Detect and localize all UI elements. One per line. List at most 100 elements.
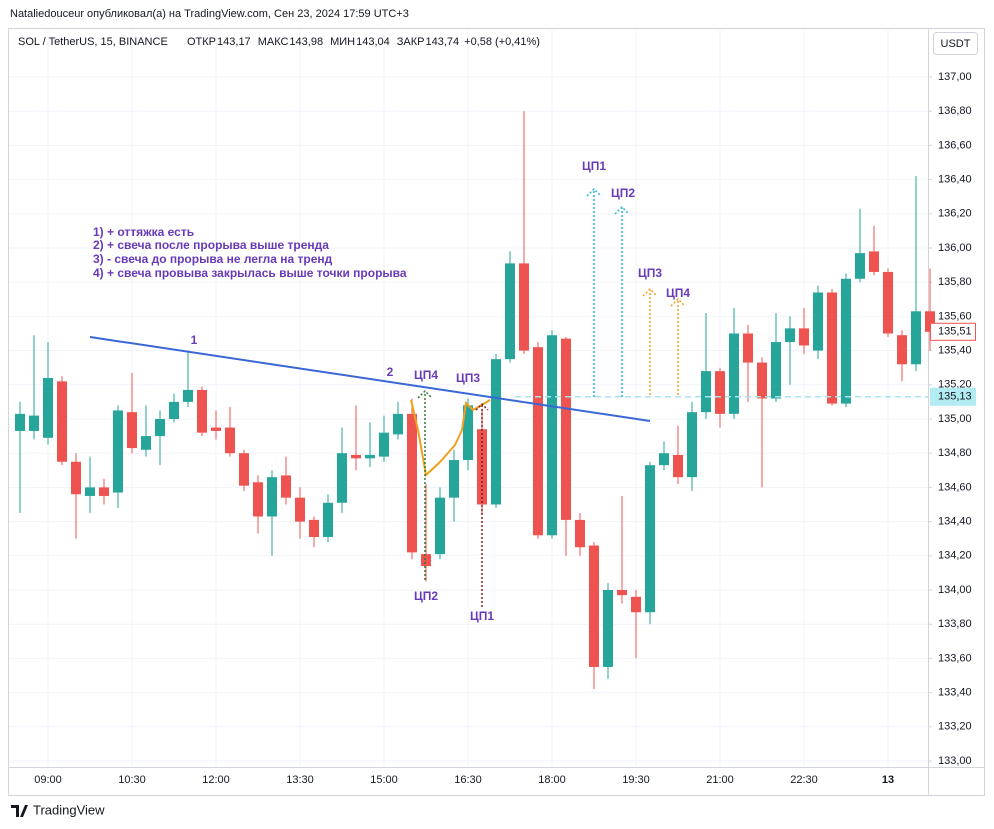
candle-body: [323, 502, 333, 537]
y-tick-label: 137,00: [938, 71, 972, 83]
y-tick-label: 134,60: [938, 481, 972, 493]
x-tick-label: 10:30: [118, 774, 146, 786]
ohlc-legend: ОТКР 143,17 МАКС 143,98 МИН 143,04 ЗАКР 143,74 +…: [187, 36, 540, 48]
candle-body: [337, 453, 347, 503]
y-tick-label: 133,00: [938, 755, 972, 767]
annotation: ЦП3: [638, 266, 662, 280]
candle-body: [743, 333, 753, 363]
x-tick-label: 21:00: [706, 774, 734, 786]
legend-label: МАКС: [258, 36, 289, 48]
candle-body: [393, 413, 403, 435]
candle-body: [169, 401, 179, 419]
note: 3) - свеча до прорыва не легла на тренд: [93, 252, 333, 266]
footer-logo: TradingView: [11, 802, 105, 817]
annotation: ЦП4: [666, 286, 690, 300]
pullback-curve: [410, 399, 491, 477]
candle-body: [365, 454, 375, 459]
candle-body: [43, 377, 53, 438]
x-tick-label: 22:30: [790, 774, 818, 786]
arrow: [586, 187, 602, 397]
legend-value: 143,98: [289, 36, 323, 48]
currency-button[interactable]: [933, 32, 978, 55]
candle-body: [127, 412, 137, 449]
y-tick-label: 133,60: [938, 652, 972, 664]
legend-change: +0,58 (+0,41%): [464, 36, 540, 48]
candle-body: [449, 460, 459, 498]
note: 1) + оттяжка есть: [93, 225, 194, 239]
candle-body: [463, 405, 473, 461]
candle-body: [547, 335, 557, 536]
candle-body: [211, 427, 221, 431]
candle-body: [673, 454, 683, 478]
legend-label: ОТКР: [187, 36, 216, 48]
candle-body: [729, 333, 739, 414]
legend-label: МИН: [330, 36, 355, 48]
annotation: 2: [387, 365, 394, 379]
candle-body: [589, 545, 599, 667]
annotation: ЦП2: [414, 589, 438, 603]
candle-body: [267, 477, 277, 517]
arrow: [670, 297, 686, 395]
x-tick-label: 18:00: [538, 774, 566, 786]
x-tick-label: 16:30: [454, 774, 482, 786]
y-tick-label: 134,40: [938, 516, 972, 528]
footer-brand: TradingView: [33, 802, 105, 817]
candle-body: [15, 413, 25, 431]
candle-body: [659, 453, 669, 466]
candle-body: [141, 436, 151, 450]
y-tick-label: 134,00: [938, 584, 972, 596]
target-arrows: [417, 187, 686, 607]
annotation: ЦП4: [414, 368, 438, 382]
candle-body: [617, 590, 627, 596]
candle-body: [99, 487, 109, 496]
candle-body: [533, 347, 543, 536]
candle-body: [925, 311, 935, 332]
legend-value: 143,17: [217, 36, 251, 48]
candle-body: [687, 412, 697, 478]
candle-body: [505, 263, 515, 360]
candle-body: [715, 371, 725, 414]
y-tick-label: 135,60: [938, 310, 972, 322]
candle-body: [645, 465, 655, 613]
y-tick-label: 135,40: [938, 345, 972, 357]
candle-body: [435, 497, 445, 555]
candle-body: [519, 263, 529, 351]
annotation: ЦП1: [470, 609, 494, 623]
candle-body: [841, 278, 851, 404]
y-tick-label: 133,20: [938, 721, 972, 733]
candle-body: [897, 335, 907, 365]
candle-body: [869, 251, 879, 272]
candle-body: [491, 359, 501, 505]
candle-body: [309, 519, 319, 537]
candle-body: [225, 427, 235, 454]
y-tick-label: 136,00: [938, 242, 972, 254]
candle-body: [29, 415, 39, 431]
candle-body: [603, 590, 613, 667]
y-tick-label: 134,20: [938, 550, 972, 562]
x-tick-label: 15:00: [370, 774, 398, 786]
x-tick-label: 12:00: [202, 774, 230, 786]
y-tick-label: 133,40: [938, 687, 972, 699]
last-price-label: 135,51: [938, 326, 972, 338]
candle-body: [855, 253, 865, 279]
annotation: ЦП2: [611, 186, 635, 200]
last-price-badge: [930, 322, 976, 341]
price-badge: [930, 387, 976, 406]
note: 2) + свеча после прорыва выше тренда: [93, 238, 329, 252]
candle-body: [813, 292, 823, 351]
candle-body: [421, 554, 431, 567]
candle-body: [827, 292, 837, 404]
legend-value: 143,04: [356, 36, 390, 48]
candle-body: [407, 413, 417, 553]
trend-line: [89, 336, 651, 422]
annotation: ЦП3: [456, 371, 480, 385]
y-tick-label: 134,80: [938, 447, 972, 459]
x-tick-label: 19:30: [622, 774, 650, 786]
legend-value: 143,74: [425, 36, 459, 48]
candle-body: [883, 271, 893, 334]
arrow: [475, 402, 489, 607]
candle-body: [911, 311, 921, 365]
y-tick-label: 135,20: [938, 379, 972, 391]
currency[interactable]: USDT: [941, 38, 971, 50]
